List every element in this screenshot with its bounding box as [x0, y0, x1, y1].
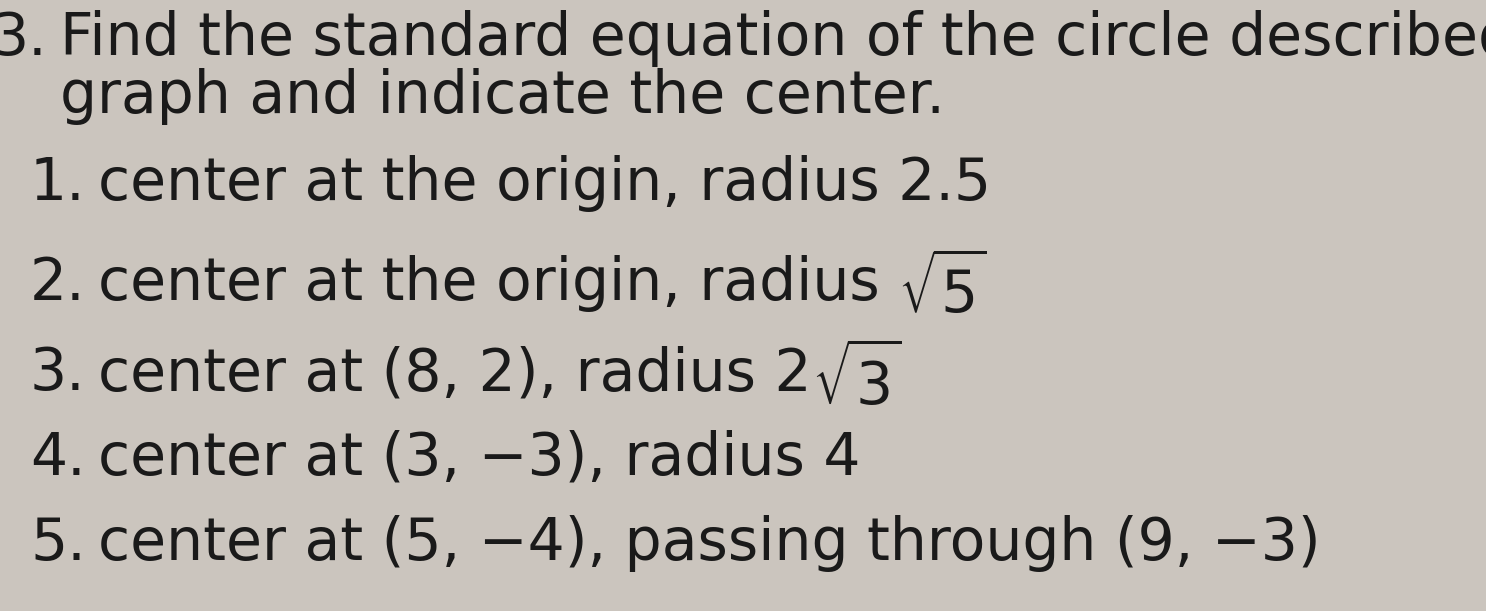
Text: 4.: 4. — [30, 430, 86, 487]
Text: 3.: 3. — [30, 345, 86, 402]
Text: 2.: 2. — [30, 255, 86, 312]
Text: center at the origin, radius: center at the origin, radius — [98, 255, 898, 312]
Text: center at (8, 2), radius 2: center at (8, 2), radius 2 — [98, 345, 811, 402]
Text: Find the standard equation of the circle described. Sket: Find the standard equation of the circle… — [59, 10, 1486, 67]
Text: 5.: 5. — [30, 515, 86, 572]
Text: center at the origin, radius 2.5: center at the origin, radius 2.5 — [98, 155, 991, 212]
Text: center at (3, −3), radius 4: center at (3, −3), radius 4 — [98, 430, 860, 487]
Text: graph and indicate the center.: graph and indicate the center. — [59, 68, 945, 125]
Text: 1.: 1. — [30, 155, 86, 212]
Text: $\sqrt{5}$: $\sqrt{5}$ — [898, 255, 987, 325]
Text: center at (5, −4), passing through (9, −3): center at (5, −4), passing through (9, −… — [98, 515, 1321, 572]
Text: 3.: 3. — [0, 10, 48, 67]
Text: $\sqrt{3}$: $\sqrt{3}$ — [811, 345, 901, 417]
